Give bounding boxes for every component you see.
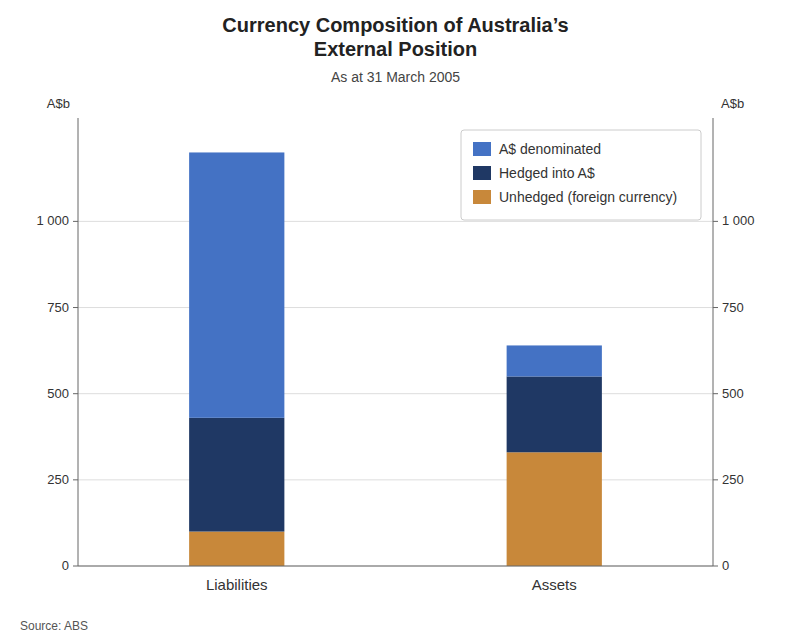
x-tick-label: Assets bbox=[532, 576, 577, 593]
y-tick bbox=[73, 479, 78, 480]
y2-tick-label: 1 000 bbox=[722, 213, 755, 228]
source: Source: ABS bbox=[20, 619, 88, 633]
bar bbox=[507, 452, 602, 566]
legend-box bbox=[461, 130, 701, 220]
y-axis-line bbox=[78, 118, 79, 566]
y-tick bbox=[73, 307, 78, 308]
y2-tick-label: 500 bbox=[722, 386, 744, 401]
y-tick bbox=[73, 566, 78, 567]
y-tick bbox=[73, 221, 78, 222]
bar bbox=[507, 376, 602, 452]
y2-tick bbox=[713, 307, 718, 308]
y-tick-label: 500 bbox=[47, 386, 69, 401]
y2-axis-line bbox=[713, 118, 714, 566]
y2-axis-label: A$b bbox=[721, 96, 744, 111]
x-axis-line bbox=[78, 566, 713, 567]
y2-tick-label: 250 bbox=[722, 472, 744, 487]
y-tick-label: 0 bbox=[62, 558, 69, 573]
y-tick-label: 1 000 bbox=[36, 213, 69, 228]
title-line: Currency Composition of Australia’s bbox=[222, 14, 568, 36]
background bbox=[0, 0, 791, 642]
grid bbox=[78, 221, 713, 566]
bar bbox=[189, 152, 284, 417]
title-line: External Position bbox=[314, 38, 477, 60]
legend-swatch bbox=[473, 166, 491, 180]
x-tick-label: Liabilities bbox=[206, 576, 268, 593]
legend-swatch bbox=[473, 142, 491, 156]
y2-tick-label: 0 bbox=[722, 558, 729, 573]
chart-container: Currency Composition of Australia’sExter… bbox=[0, 0, 791, 642]
subtitle: As at 31 March 2005 bbox=[331, 69, 460, 85]
y2-tick bbox=[713, 221, 718, 222]
y-axis-label: A$b bbox=[47, 96, 70, 111]
legend-label: Hedged into A$ bbox=[499, 165, 595, 181]
title: Currency Composition of Australia’sExter… bbox=[222, 14, 568, 60]
y-tick-label: 750 bbox=[47, 300, 69, 315]
legend-swatch bbox=[473, 190, 491, 204]
grid-line bbox=[78, 393, 713, 394]
grid-line bbox=[78, 307, 713, 308]
legend-label: A$ denominated bbox=[499, 141, 601, 157]
y2-tick bbox=[713, 479, 718, 480]
y2-tick bbox=[713, 566, 718, 567]
legend: A$ denominated Hedged into A$ Unhedged (fo… bbox=[461, 130, 701, 220]
legend-label: Unhedged (foreign currency) bbox=[499, 189, 677, 205]
bar bbox=[189, 532, 284, 566]
bar bbox=[507, 345, 602, 376]
y-tick bbox=[73, 393, 78, 394]
grid-line bbox=[78, 221, 713, 222]
y2-tick bbox=[713, 393, 718, 394]
chart: Currency Composition of Australia’sExter… bbox=[0, 0, 791, 642]
bar bbox=[189, 418, 284, 532]
grid-line bbox=[78, 566, 713, 567]
grid-line bbox=[78, 479, 713, 480]
y2-tick-label: 750 bbox=[722, 300, 744, 315]
y-tick-label: 250 bbox=[47, 472, 69, 487]
